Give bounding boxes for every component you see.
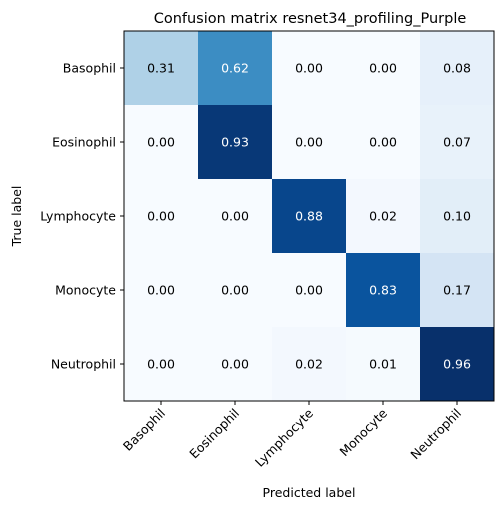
heatmap-cell: [272, 253, 347, 328]
cell-value-label: 0.07: [443, 135, 471, 150]
heatmap-cells: 0.31 0.62 0.00 0.00 0.08 0.00 0.93 0.00 0.00 0.07…: [124, 31, 495, 402]
y-tick-label: Monocyte: [55, 283, 116, 298]
heatmap-cell: [346, 31, 421, 106]
cell-value-label: 0.88: [295, 209, 323, 224]
heatmap-cell: [346, 105, 421, 180]
heatmap-cell: [198, 179, 273, 254]
x-tick-label: Eosinophil: [186, 406, 242, 462]
cell-value-label: 0.00: [369, 61, 397, 76]
cell-value-label: 0.96: [443, 357, 471, 372]
x-tick-label: Basophil: [120, 406, 168, 454]
cell-value-label: 0.00: [147, 209, 175, 224]
heatmap-cell: [346, 253, 421, 328]
cell-value-label: 0.00: [221, 283, 249, 298]
cell-value-label: 0.17: [443, 283, 471, 298]
y-tick-label: Lymphocyte: [40, 209, 116, 224]
cell-value-label: 0.10: [443, 209, 471, 224]
x-tick-label: Lymphocyte: [252, 405, 316, 469]
heatmap-cell: [124, 31, 199, 106]
heatmap-cell: [420, 327, 495, 402]
y-tick-label: Eosinophil: [52, 135, 116, 150]
cell-value-label: 0.00: [369, 135, 397, 150]
heatmap-cell: [198, 105, 273, 180]
heatmap-cell: [272, 31, 347, 106]
heatmap-cell: [272, 327, 347, 402]
heatmap-cell: [198, 327, 273, 402]
heatmap-cell: [124, 179, 199, 254]
heatmap-cell: [272, 179, 347, 254]
cell-value-label: 0.00: [221, 209, 249, 224]
cell-value-label: 0.00: [147, 283, 175, 298]
heatmap-cell: [198, 31, 273, 106]
cell-value-label: 0.00: [147, 135, 175, 150]
heatmap-cell: [198, 253, 273, 328]
cell-value-label: 0.00: [221, 357, 249, 372]
y-axis-label: True label: [9, 186, 24, 248]
cell-value-label: 0.62: [221, 61, 249, 76]
cell-value-label: 0.02: [369, 209, 397, 224]
cell-value-label: 0.83: [369, 283, 397, 298]
heatmap-cell: [346, 327, 421, 402]
heatmap-cell: [272, 105, 347, 180]
chart-title: Confusion matrix resnet34_profiling_Purp…: [154, 11, 467, 27]
cell-value-label: 0.31: [147, 61, 175, 76]
cell-value-label: 0.01: [369, 357, 397, 372]
cell-value-label: 0.00: [295, 283, 323, 298]
heatmap-cell: [420, 253, 495, 328]
heatmap-cell: [420, 31, 495, 106]
y-tick-label: Basophil: [63, 61, 116, 76]
x-axis-label: Predicted label: [263, 485, 356, 500]
x-tick-label: Monocyte: [336, 405, 390, 459]
heatmap-cell: [124, 327, 199, 402]
y-tick-label: Neutrophil: [51, 357, 116, 372]
cell-value-label: 0.00: [295, 135, 323, 150]
cell-value-label: 0.08: [443, 61, 471, 76]
cell-value-label: 0.00: [295, 61, 323, 76]
cell-value-label: 0.00: [147, 357, 175, 372]
heatmap-cell: [124, 253, 199, 328]
heatmap-cell: [346, 179, 421, 254]
heatmap-cell: [124, 105, 199, 180]
cell-value-label: 0.93: [221, 135, 249, 150]
cell-value-label: 0.02: [295, 357, 323, 372]
heatmap-cell: [420, 105, 495, 180]
x-axis-ticks: Basophil Eosinophil Lymphocyte Monocyte Neut…: [120, 401, 464, 470]
y-axis-ticks: Basophil Eosinophil Lymphocyte Monocyte Neut…: [40, 61, 124, 372]
x-tick-label: Neutrophil: [407, 406, 464, 463]
heatmap-cell: [420, 179, 495, 254]
